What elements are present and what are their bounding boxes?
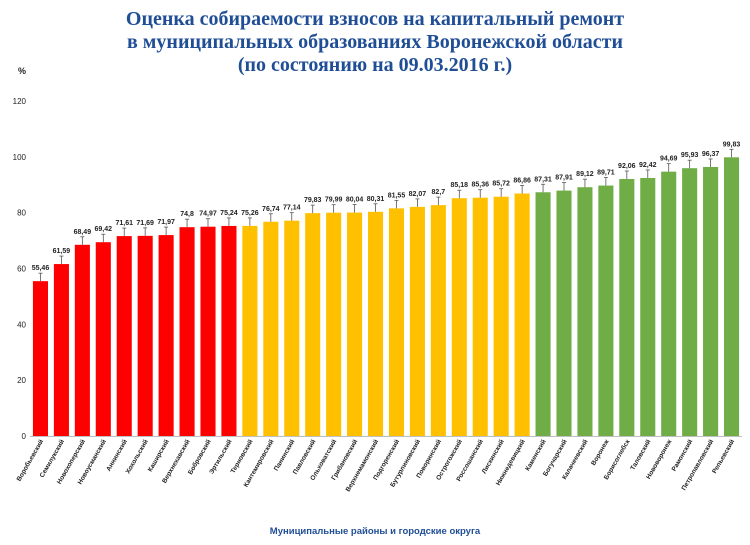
data-label: 77,14 [283, 205, 301, 212]
data-label: 82,07 [409, 191, 427, 198]
y-tick-label: 100 [13, 153, 27, 162]
data-label: 71,69 [136, 220, 154, 227]
bar [640, 177, 656, 436]
y-axis-label: % [18, 66, 26, 76]
data-label: 71,97 [157, 219, 175, 226]
chart-title: Оценка собираемости взносов на капитальн… [0, 8, 750, 77]
bar [367, 211, 384, 436]
chart-title-line-3: (по состоянию на 09.03.2016 г.) [237, 54, 513, 76]
bar [723, 157, 740, 436]
category-label: Аннинский [104, 438, 129, 473]
category-label: Панинский [272, 438, 296, 472]
bar [703, 166, 719, 436]
y-tick-label: 0 [22, 432, 27, 441]
bar [158, 235, 174, 436]
y-tick-label: 80 [17, 209, 26, 218]
data-label: 76,74 [262, 206, 280, 213]
bar [53, 264, 69, 436]
bar [388, 208, 405, 436]
bar [472, 197, 488, 436]
data-label: 92,06 [618, 163, 636, 170]
bar [74, 244, 90, 436]
data-label: 75,24 [220, 210, 238, 217]
data-label: 81,55 [388, 192, 406, 199]
bar [409, 206, 425, 436]
data-label: 79,99 [325, 197, 343, 204]
bar [514, 193, 530, 436]
bar [535, 192, 551, 436]
bar [263, 221, 279, 436]
category-label: Каменский [523, 438, 547, 472]
bar [619, 178, 635, 437]
category-label: Таловский [628, 438, 652, 472]
bar [242, 225, 258, 436]
bar [661, 171, 677, 436]
bar [32, 281, 49, 436]
y-tick-label: 20 [17, 376, 26, 385]
y-tick-label: 40 [17, 320, 26, 329]
bar [179, 227, 195, 436]
y-tick-label: 60 [17, 265, 26, 274]
data-label: 89,71 [597, 170, 615, 177]
data-label: 74,8 [180, 211, 194, 218]
data-label: 95,93 [681, 152, 699, 159]
bar [200, 226, 216, 436]
category-label: Рамонский [670, 438, 695, 473]
data-label: 85,72 [492, 181, 510, 188]
data-label: 55,46 [32, 265, 50, 272]
chart-title-line-2: в муниципальных образованиях Воронежской… [127, 31, 623, 53]
category-label: Воронеж [590, 438, 611, 467]
bar [137, 235, 153, 436]
bar [221, 225, 237, 436]
data-label: 80,04 [346, 197, 364, 204]
bar [451, 198, 467, 436]
data-label: 82,7 [432, 189, 446, 196]
data-label: 99,83 [723, 141, 741, 148]
bar [598, 185, 614, 436]
data-label: 74,97 [199, 211, 217, 218]
category-labels: ВоробьевскийСемилукскийНовохоперскийНово… [15, 437, 736, 493]
data-label: 92,42 [639, 162, 657, 169]
category-label: Каширский [146, 438, 171, 473]
bar [493, 196, 509, 436]
chart-title-line-1: Оценка собираемости взносов на капитальн… [125, 8, 625, 30]
y-axis: 0 20 40 60 80 100 120 [13, 97, 742, 441]
data-label: 86,86 [513, 178, 531, 185]
data-label: 94,69 [660, 156, 678, 163]
data-label: 75,26 [241, 210, 259, 217]
data-label: 71,61 [115, 220, 133, 227]
bar [284, 220, 300, 436]
data-label: 79,83 [304, 197, 322, 204]
data-label: 85,18 [451, 182, 469, 189]
data-label: 89,12 [576, 171, 594, 178]
x-axis-label: Муниципальные районы и городские округа [269, 526, 481, 537]
bar [556, 190, 572, 436]
bar [577, 187, 593, 436]
data-label: 87,91 [555, 175, 573, 182]
bar [326, 212, 342, 436]
data-label: 80,31 [367, 196, 385, 203]
bar [95, 242, 111, 436]
bar [305, 213, 321, 436]
data-label: 61,59 [53, 248, 71, 255]
data-label: 96,37 [702, 151, 720, 158]
bar [682, 168, 698, 436]
bars [32, 148, 740, 437]
data-label: 87,31 [534, 176, 552, 183]
data-label: 85,36 [471, 182, 489, 189]
bar [430, 205, 446, 436]
data-label: 68,49 [74, 229, 92, 236]
bar [116, 236, 132, 436]
y-tick-label: 120 [13, 97, 27, 106]
data-label: 69,42 [95, 226, 113, 233]
bar [347, 212, 363, 436]
